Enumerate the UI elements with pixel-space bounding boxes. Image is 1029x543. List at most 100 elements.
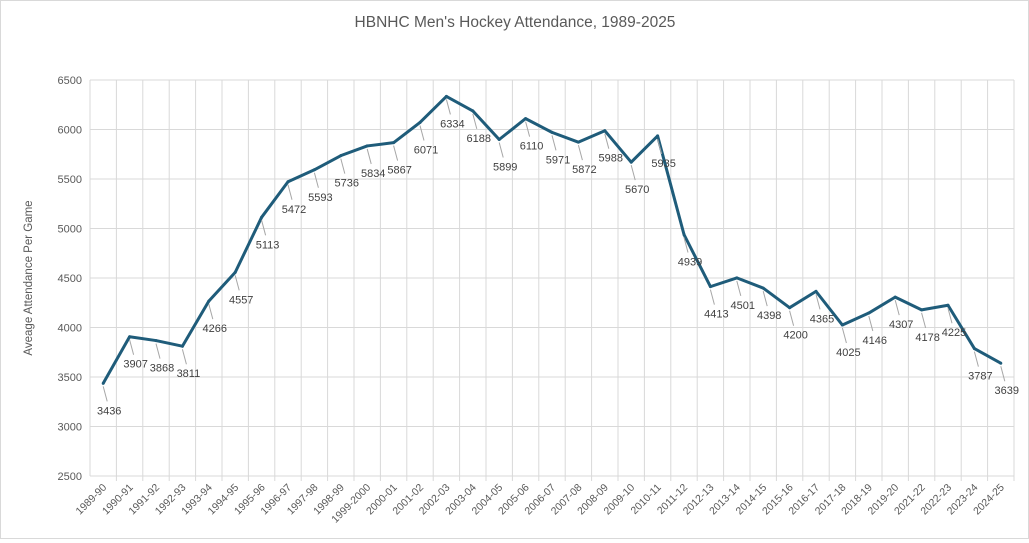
data-point: [603, 129, 607, 133]
data-label: 3907: [123, 359, 147, 371]
data-label: 5113: [256, 239, 280, 251]
y-tick-label: 6500: [58, 75, 82, 87]
data-label-leader: [208, 304, 214, 320]
y-tick-label: 5500: [58, 174, 82, 186]
data-label-leader: [577, 145, 583, 161]
data-label-leader: [366, 148, 372, 165]
data-point: [418, 120, 422, 124]
data-point: [365, 144, 369, 148]
data-label: 6110: [520, 141, 544, 153]
data-label: 5593: [308, 192, 332, 204]
data-label: 4307: [889, 319, 913, 331]
data-label-leader: [313, 172, 319, 188]
data-label-leader: [894, 299, 900, 316]
data-label: 4146: [863, 335, 887, 347]
data-point: [629, 160, 633, 164]
y-tick-label: 3500: [58, 372, 82, 384]
data-label-leader: [657, 138, 663, 155]
data-label: 5670: [625, 184, 649, 196]
data-label: 5834: [361, 168, 385, 180]
data-point: [444, 94, 448, 98]
data-label: 4413: [704, 309, 728, 321]
gridlines: [89, 79, 1015, 481]
data-label: 4939: [678, 257, 702, 269]
data-label: 5872: [572, 164, 596, 176]
data-label-leader: [709, 289, 715, 305]
data-label: 3811: [177, 368, 201, 380]
y-tick-label: 3000: [58, 422, 82, 434]
data-label: 4025: [836, 347, 860, 359]
data-label-leader: [947, 308, 953, 324]
data-label-leader: [551, 135, 557, 151]
data-label-leader: [841, 327, 847, 344]
data-label: 6071: [414, 144, 438, 156]
data-label: 4557: [229, 294, 253, 306]
data-label-leader: [973, 351, 979, 367]
data-label-leader: [181, 349, 187, 365]
data-label: 4365: [810, 313, 834, 325]
data-label: 5472: [282, 204, 306, 216]
data-point: [312, 168, 316, 172]
data-label: 3868: [150, 363, 174, 375]
data-label-leader: [472, 113, 478, 130]
data-point: [524, 117, 528, 121]
data-point: [788, 306, 792, 310]
data-point: [735, 276, 739, 280]
data-label: 4501: [731, 300, 755, 312]
data-label-leader: [630, 165, 636, 181]
data-point: [999, 361, 1003, 365]
data-label: 4178: [915, 332, 939, 344]
data-label: 5736: [335, 178, 359, 190]
data-point: [972, 347, 976, 351]
data-label-leader: [419, 125, 425, 141]
data-point: [708, 285, 712, 289]
data-label-leader: [498, 142, 504, 158]
data-point: [392, 141, 396, 145]
data-point: [260, 215, 264, 219]
data-label-leader: [234, 275, 240, 291]
data-point: [497, 137, 501, 141]
data-label: 6188: [467, 133, 491, 145]
data-labels: 3436 3907 3868 3811 4266 4557 5113 547255935736…: [97, 99, 1019, 417]
data-label-leader: [815, 294, 821, 310]
data-label: 5899: [493, 161, 517, 173]
data-point: [207, 299, 211, 303]
y-tick-label: 6000: [58, 125, 82, 137]
data-point: [339, 154, 343, 158]
data-label-leader: [921, 312, 927, 329]
y-tick-label: 4500: [58, 273, 82, 285]
data-point: [946, 303, 950, 307]
data-label-leader: [393, 145, 399, 161]
chart-title: HBNHC Men's Hockey Attendance, 1989-2025: [355, 14, 676, 31]
data-point: [128, 335, 132, 339]
data-label: 5935: [651, 158, 675, 170]
data-label: 3436: [97, 405, 121, 417]
data-point: [867, 311, 871, 315]
data-point: [840, 323, 844, 327]
y-tick-label: 2500: [58, 471, 82, 483]
data-point: [286, 180, 290, 184]
data-point: [682, 233, 686, 237]
data-label: 5971: [546, 154, 570, 166]
data-label-leader: [445, 99, 451, 115]
series-line: [101, 94, 1003, 385]
data-point: [814, 289, 818, 293]
data-label: 5867: [387, 165, 411, 177]
data-point: [656, 134, 660, 138]
data-label: 3639: [995, 385, 1019, 397]
data-point: [180, 344, 184, 348]
y-tick-label: 4000: [58, 323, 82, 335]
data-point: [471, 109, 475, 113]
data-label-leader: [1000, 366, 1006, 382]
data-label: 6334: [440, 118, 464, 130]
data-label-leader: [261, 220, 267, 236]
data-label-leader: [102, 386, 108, 402]
data-point: [233, 270, 237, 274]
data-point: [761, 286, 765, 290]
data-label-leader: [525, 121, 531, 137]
data-label-leader: [789, 310, 795, 326]
y-axis-ticks: 2500 3000 3500 4000 4500 5000 5500 6000 6500: [58, 75, 82, 483]
y-tick-label: 5000: [58, 224, 82, 236]
data-label: 3787: [968, 371, 992, 383]
